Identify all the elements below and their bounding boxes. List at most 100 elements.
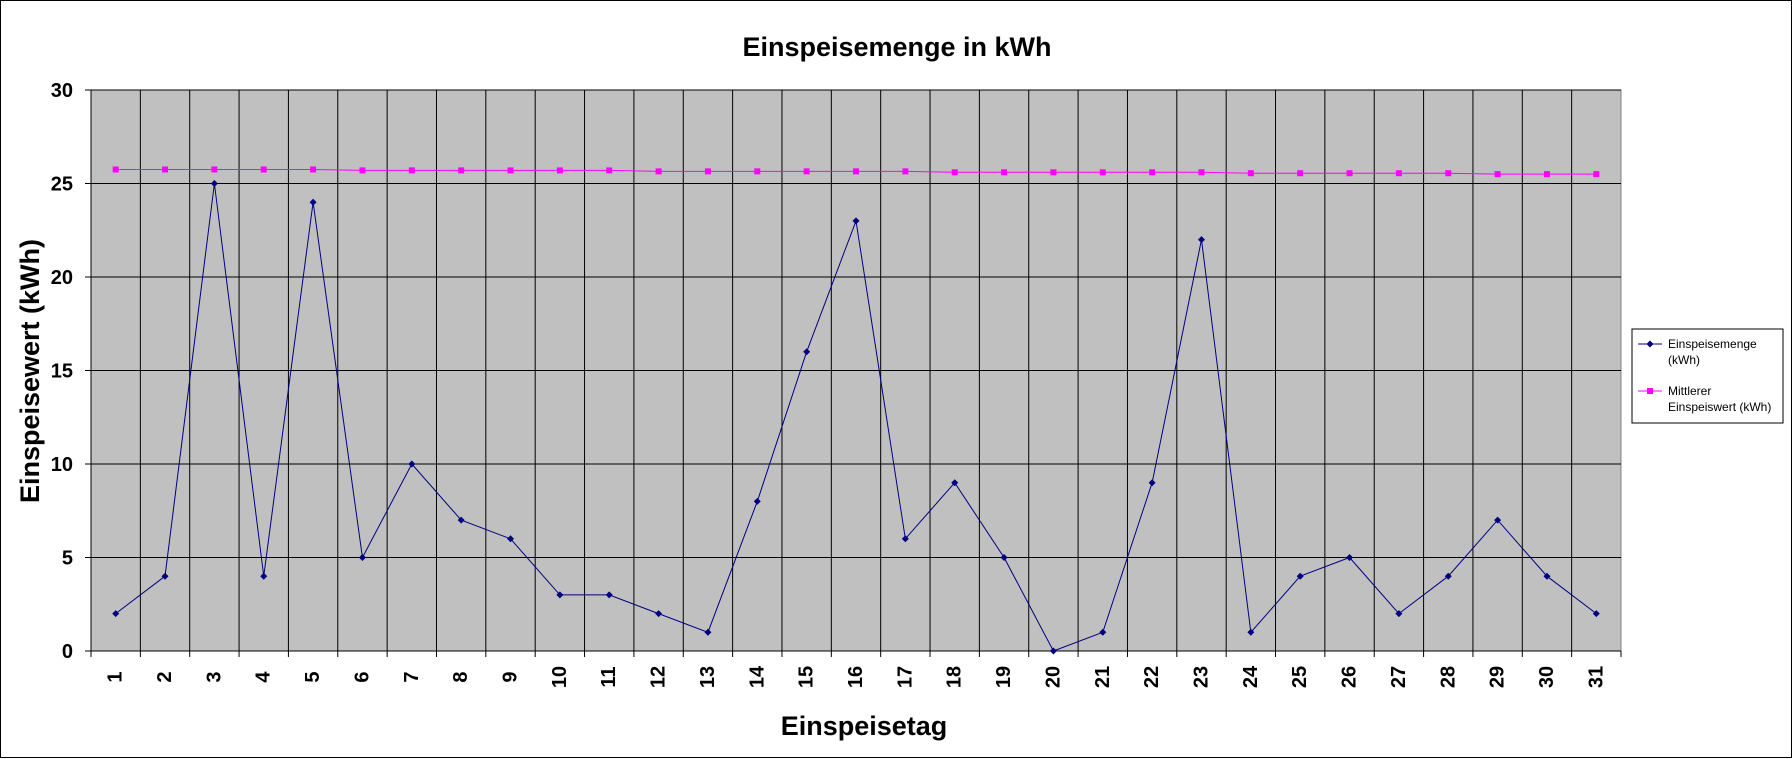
data-point — [556, 591, 564, 599]
y-tick-label: 0 — [62, 641, 73, 663]
x-tick-label: 5 — [302, 671, 324, 682]
data-point — [1297, 170, 1304, 177]
data-point — [605, 591, 613, 599]
data-point — [1494, 171, 1501, 178]
data-point — [507, 167, 514, 174]
x-tick-label: 12 — [648, 666, 670, 688]
y-tick-label: 10 — [51, 454, 73, 476]
x-tick-label: 13 — [697, 666, 719, 688]
x-tick-label: 25 — [1289, 666, 1311, 688]
y-axis-label: Einspeisewert (kWh) — [15, 239, 45, 503]
data-point — [211, 166, 218, 173]
data-point — [753, 497, 761, 505]
x-tick-label: 14 — [746, 665, 768, 688]
data-point — [161, 572, 169, 580]
data-point — [754, 168, 761, 175]
x-tick-label: 17 — [894, 666, 916, 688]
data-point — [112, 610, 120, 618]
legend-entries: Einspeisemenge (kWh) Mittlerer Einspeiswert… — [1638, 337, 1771, 414]
x-tick-label: 27 — [1388, 666, 1410, 688]
data-point — [1395, 170, 1402, 177]
data-point — [606, 167, 613, 174]
data-point — [1148, 479, 1156, 487]
y-tick-label: 5 — [62, 548, 73, 570]
data-point — [1592, 610, 1600, 618]
data-point — [1000, 554, 1008, 561]
data-point — [1001, 169, 1008, 176]
data-point — [1099, 628, 1107, 636]
data-point — [655, 168, 662, 175]
y-tick-label: 15 — [51, 361, 73, 383]
data-point — [458, 167, 465, 174]
x-tick-label: 18 — [944, 666, 966, 688]
x-tick-label: 30 — [1536, 666, 1558, 688]
data-point — [309, 198, 317, 206]
data-point — [310, 166, 317, 173]
x-tick-label: 3 — [203, 671, 225, 682]
legend-label: Einspeiswert (kWh) — [1668, 400, 1771, 414]
legend-label: (kWh) — [1668, 353, 1700, 367]
x-tick-label: 16 — [845, 666, 867, 688]
data-point — [1543, 171, 1550, 178]
data-point — [358, 554, 366, 561]
data-point — [1247, 170, 1254, 177]
x-tick-label: 10 — [549, 666, 571, 688]
data-point — [951, 479, 959, 487]
data-point — [1346, 554, 1354, 561]
data-point — [260, 572, 268, 580]
x-tick-label: 31 — [1585, 666, 1607, 688]
legend-label: Einspeisemenge — [1668, 337, 1757, 351]
x-tick-label: 19 — [993, 666, 1015, 688]
legend-entry-2: Mittlerer Einspeiswert (kWh) — [1638, 384, 1771, 414]
x-tick-label: 24 — [1240, 665, 1262, 688]
data-point — [210, 180, 218, 187]
series-2 — [112, 166, 1600, 178]
data-point — [359, 167, 366, 174]
x-tick-label: 7 — [401, 671, 423, 682]
data-point — [852, 217, 860, 225]
data-point — [1049, 647, 1057, 655]
x-tick-label: 8 — [450, 671, 472, 682]
data-point — [655, 610, 663, 618]
legend-marker — [1647, 388, 1653, 394]
data-point — [1346, 170, 1353, 177]
x-tick-label: 21 — [1092, 666, 1114, 688]
y-tick-label: 30 — [51, 80, 73, 102]
legend-marker — [1646, 340, 1654, 348]
x-tick-label: 4 — [253, 671, 275, 683]
x-tick-label: 15 — [796, 666, 818, 688]
data-point — [1099, 169, 1106, 176]
series-layer — [112, 166, 1600, 655]
data-point — [112, 166, 119, 173]
data-point — [408, 460, 416, 468]
x-tick-label: 6 — [351, 671, 373, 682]
x-tick-label: 20 — [1042, 666, 1064, 688]
legend-box — [1631, 328, 1784, 424]
data-point — [803, 168, 810, 175]
series-1 — [112, 180, 1600, 655]
data-point — [408, 167, 415, 174]
data-point — [902, 168, 909, 175]
x-tick-label: 1 — [105, 671, 127, 682]
data-point — [1543, 572, 1551, 580]
data-point — [1593, 171, 1600, 178]
x-tick-label: 9 — [500, 671, 522, 682]
data-point — [457, 516, 465, 524]
data-point — [1494, 516, 1502, 524]
x-tick-label: 26 — [1339, 666, 1361, 688]
data-point — [556, 167, 563, 174]
data-point — [951, 169, 958, 176]
axes — [85, 89, 1622, 657]
x-tick-label: 29 — [1487, 666, 1509, 688]
data-point — [1247, 628, 1255, 636]
y-tick-label: 25 — [51, 174, 73, 196]
x-axis-label: Einspeisetag — [781, 711, 948, 741]
data-point — [803, 348, 811, 356]
legend-entry-1: Einspeisemenge (kWh) — [1638, 337, 1757, 367]
grid-lines — [91, 89, 1621, 651]
data-point — [704, 628, 712, 636]
data-point — [1149, 169, 1156, 176]
data-point — [1197, 236, 1205, 244]
